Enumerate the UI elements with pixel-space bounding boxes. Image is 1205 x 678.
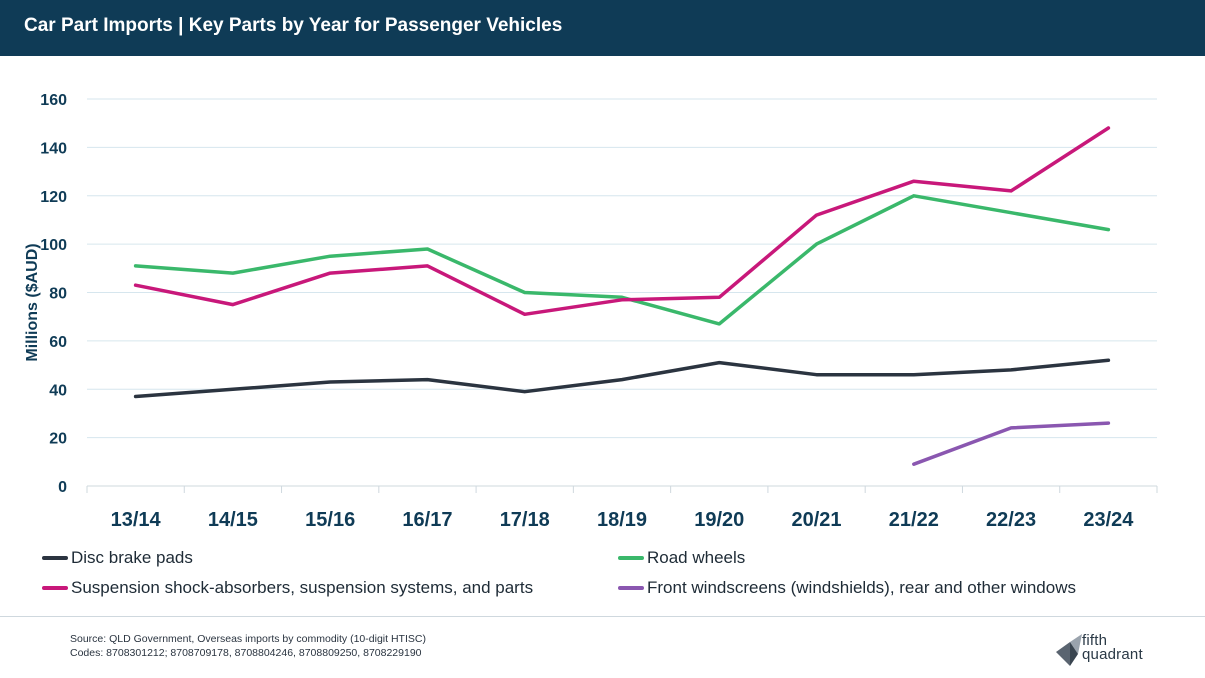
x-tick-label: 17/18 bbox=[500, 509, 550, 531]
x-tick-label: 16/17 bbox=[402, 509, 452, 531]
fifth-quadrant-logo: fifth quadrant bbox=[1052, 630, 1162, 670]
legend-item: Road wheels bbox=[618, 548, 745, 568]
x-tick-label: 15/16 bbox=[305, 509, 355, 531]
x-tick-label: 13/14 bbox=[111, 509, 162, 531]
logo-text-fifth: fifth bbox=[1082, 632, 1108, 649]
x-tick-label: 21/22 bbox=[889, 509, 939, 531]
series-line-0 bbox=[133, 358, 1111, 399]
legend-swatch bbox=[618, 556, 644, 560]
x-tick-label: 18/19 bbox=[597, 509, 647, 531]
chart-legend: Disc brake pads Road wheels Suspension sho… bbox=[0, 546, 1205, 610]
legend-item: Front windscreens (windshields), rear an… bbox=[618, 578, 1076, 598]
header-bar: Car Part Imports | Key Parts by Year for… bbox=[0, 0, 1205, 56]
page-title: Car Part Imports | Key Parts by Year for… bbox=[24, 15, 563, 36]
footer: Source: QLD Government, Overseas imports… bbox=[70, 632, 426, 660]
x-tick-label: 14/15 bbox=[208, 509, 258, 531]
y-tick-label: 100 bbox=[40, 237, 67, 254]
codes-note: Codes: 8708301212; 8708709178, 870880424… bbox=[70, 647, 422, 659]
chart-area: 0 20 40 60 80 100 120 140 160 13/14 14/15 15/16 16/1… bbox=[0, 56, 1205, 546]
y-tick-label: 80 bbox=[49, 286, 67, 303]
legend-label: Road wheels bbox=[647, 548, 746, 567]
logo-text-quadrant: quadrant bbox=[1082, 646, 1143, 663]
y-tick-label: 160 bbox=[40, 92, 67, 109]
y-tick-label: 60 bbox=[49, 334, 67, 351]
y-tick-label: 140 bbox=[40, 140, 67, 157]
legend-label: Suspension shock-absorbers, suspension s… bbox=[71, 578, 534, 597]
y-axis-label: Millions ($AUD) bbox=[24, 243, 41, 361]
series-line-3 bbox=[912, 421, 1111, 466]
legend-swatch bbox=[42, 586, 68, 590]
x-tick-label: 20/21 bbox=[792, 509, 842, 531]
source-note: Source: QLD Government, Overseas imports… bbox=[70, 633, 426, 645]
legend-swatch bbox=[42, 556, 68, 560]
line-chart: 0 20 40 60 80 100 120 140 160 13/14 14/15 15/16 16/1… bbox=[24, 92, 1158, 531]
series-line-2 bbox=[133, 126, 1111, 317]
y-tick-label: 40 bbox=[49, 382, 67, 399]
x-tick-label: 23/24 bbox=[1083, 509, 1134, 531]
legend-item: Disc brake pads bbox=[42, 548, 193, 568]
y-tick-label: 0 bbox=[58, 479, 67, 496]
legend-swatch bbox=[618, 586, 644, 590]
fifth-quadrant-logo-icon bbox=[1056, 634, 1082, 666]
y-tick-label: 20 bbox=[49, 431, 67, 448]
legend-label: Disc brake pads bbox=[71, 548, 193, 567]
legend-label: Front windscreens (windshields), rear an… bbox=[647, 578, 1076, 597]
x-tick-label: 19/20 bbox=[694, 509, 744, 531]
footer-divider bbox=[0, 616, 1205, 617]
series-line-1 bbox=[133, 194, 1111, 326]
legend-item: Suspension shock-absorbers, suspension s… bbox=[42, 578, 533, 598]
y-tick-label: 120 bbox=[40, 189, 67, 206]
x-tick-label: 22/23 bbox=[986, 509, 1036, 531]
